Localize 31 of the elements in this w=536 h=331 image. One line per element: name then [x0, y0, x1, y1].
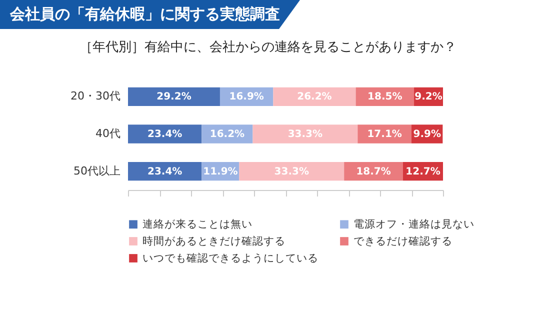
data-label: 9.9%: [413, 129, 441, 140]
data-label: 18.5%: [368, 92, 402, 103]
data-label: 9.2%: [414, 92, 442, 103]
legend-label: 時間があるときだけ確認する: [142, 234, 286, 248]
data-label: 12.7%: [406, 166, 440, 178]
data-label: 26.2%: [297, 92, 332, 103]
chart-subtitle: ［年代別］有給中に、会社からの連絡を見ることがありますか？: [78, 39, 458, 56]
bar: [239, 162, 344, 181]
bar: [358, 124, 412, 144]
data-label: 17.1%: [367, 129, 402, 140]
data-label: 33.3%: [288, 129, 323, 140]
data-label: 16.2%: [210, 129, 245, 140]
legend-label: 電源オフ・連絡は見ない: [354, 217, 474, 230]
data-label: 11.9%: [203, 166, 238, 178]
data-label: 23.4%: [148, 166, 182, 178]
legend-label: 連絡が来ることは無い: [142, 217, 252, 230]
y-tick-label: 50代以上: [74, 164, 120, 178]
data-label: 29.2%: [156, 92, 192, 103]
bar: [128, 87, 220, 106]
data-label: 18.7%: [356, 166, 391, 178]
chart-title: 会社員の「有給休暇」に関する実態調査: [0, 0, 300, 29]
data-label: 16.9%: [229, 92, 264, 103]
y-tick-label: 40代: [96, 127, 120, 140]
data-label: 33.3%: [274, 166, 309, 178]
bar: [252, 124, 358, 144]
y-tick-label: 20・30代: [70, 90, 120, 103]
legend-label: いつでも確認できるようにしている: [142, 251, 318, 264]
bar: [273, 87, 356, 106]
bar: [128, 124, 202, 144]
legend-label: できるだけ確認する: [354, 234, 452, 248]
data-label: 23.4%: [148, 129, 182, 140]
